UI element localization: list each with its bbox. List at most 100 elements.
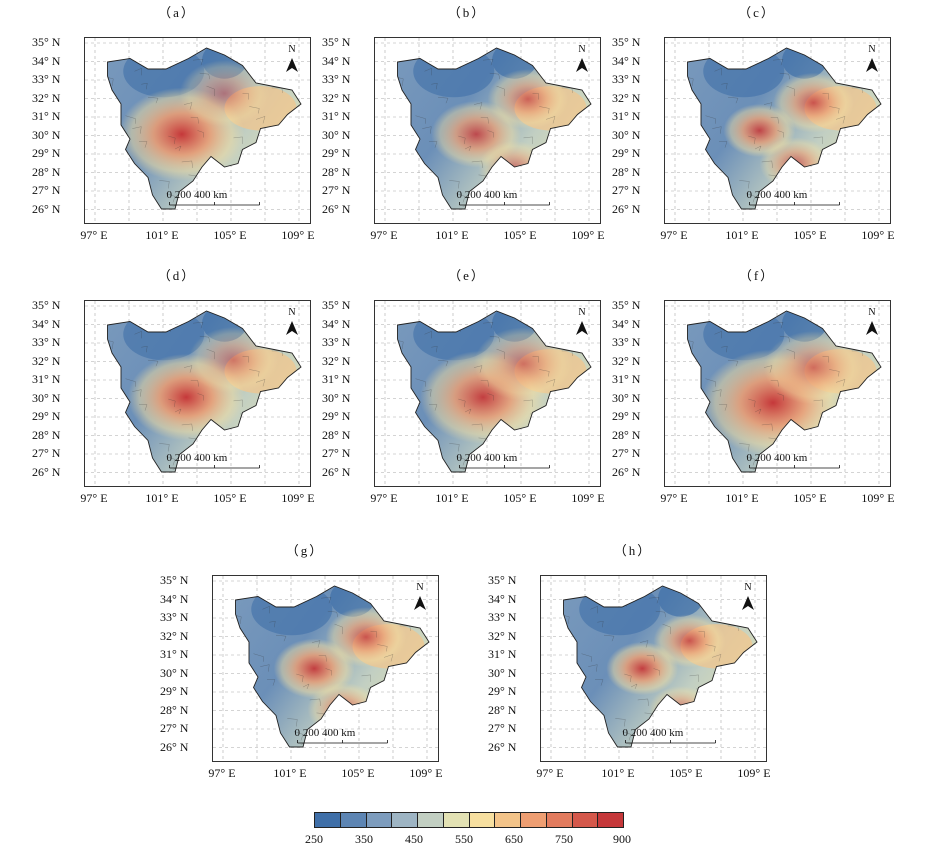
scale-bar-label: 0 200 400 km	[456, 189, 518, 201]
map-canvas	[85, 301, 310, 486]
latitude-label: 33° N	[322, 335, 351, 349]
scale-bar	[459, 465, 550, 469]
longitude-label: 101° E	[145, 491, 179, 505]
map-panel: （h） 35° N 34° N 33° N 32° N 31° N 30° N 29° N 28…	[488, 540, 778, 780]
map-canvas	[375, 38, 600, 223]
latitude-label: 27° N	[488, 721, 517, 735]
latitude-label: 34° N	[612, 316, 641, 331]
legend-swatch	[418, 813, 444, 827]
longitude-label: 109° E	[861, 491, 895, 505]
longitude-label: 109° E	[281, 491, 315, 505]
scale-bar-label: 0 200 400 km	[166, 452, 228, 464]
north-arrow-icon	[576, 58, 588, 72]
legend-tick-label: 750	[555, 832, 573, 846]
map-panel: （a） 35° N 34° N 33° N 32° N 31° N 30° N 29° N 28…	[32, 2, 322, 242]
north-arrow-icon	[866, 58, 878, 72]
scale-bar-label: 0 200 400 km	[456, 452, 518, 464]
latitude-label: 31° N	[322, 372, 351, 386]
longitude-label: 109° E	[571, 228, 605, 242]
panel-label: （f）	[738, 268, 776, 283]
legend-tick-label: 900	[613, 832, 631, 846]
panel-label: （c）	[738, 5, 776, 20]
latitude-label: 35° N	[322, 298, 351, 312]
north-arrow-icon	[742, 596, 754, 610]
province-outline	[107, 47, 302, 210]
map-frame: N 0 200 400 km	[84, 300, 311, 487]
longitude-label: 97° E	[370, 491, 398, 505]
latitude-label: 27° N	[322, 183, 351, 197]
latitude-label: 30° N	[612, 390, 641, 405]
scale-bar	[169, 465, 260, 469]
latitude-label: 32° N	[488, 628, 517, 643]
longitude-label: 101° E	[435, 491, 469, 505]
latitude-label: 32° N	[322, 353, 351, 368]
latitude-label: 30° N	[488, 665, 517, 680]
legend-tick-label: 650	[505, 832, 523, 846]
latitude-label: 30° N	[160, 665, 189, 680]
panel-label: （b）	[447, 5, 487, 20]
province-outline	[235, 585, 430, 748]
longitude-label: 101° E	[725, 228, 759, 242]
map-panel: （c） 35° N 34° N 33° N 32° N 31° N 30° N 29° N 28…	[612, 2, 902, 242]
latitude-label: 27° N	[322, 446, 351, 460]
province-outline	[687, 310, 882, 473]
map-frame: N 0 200 400 km	[212, 575, 439, 762]
scale-bar-label: 0 200 400 km	[622, 727, 684, 739]
map-canvas	[213, 576, 438, 761]
north-label: N	[744, 582, 752, 593]
longitude-label: 109° E	[281, 228, 315, 242]
panel-label: （e）	[448, 268, 486, 283]
panel-label: （d）	[157, 268, 197, 283]
north-arrow-icon	[414, 596, 426, 610]
latitude-label: 32° N	[322, 90, 351, 105]
longitude-label: 105° E	[213, 491, 247, 505]
legend-swatch	[366, 813, 393, 827]
latitude-label: 26° N	[32, 201, 61, 216]
north-label: N	[578, 307, 586, 318]
map-panel: （f） 35° N 34° N 33° N 32° N 31° N 30° N 29° N 28…	[612, 265, 902, 505]
latitude-label: 33° N	[160, 610, 189, 624]
longitude-label: 97° E	[370, 228, 398, 242]
latitude-label: 31° N	[612, 109, 641, 123]
longitude-label: 97° E	[208, 766, 236, 780]
longitude-label: 101° E	[145, 228, 179, 242]
latitude-label: 34° N	[612, 53, 641, 68]
panel-label: （h）	[613, 543, 653, 558]
latitude-label: 26° N	[488, 739, 517, 754]
north-label: N	[416, 582, 424, 593]
map-panel: （d） 35° N 34° N 33° N 32° N 31° N 30° N 29° N 28…	[32, 265, 322, 505]
latitude-label: 29° N	[322, 146, 351, 160]
latitude-label: 28° N	[322, 164, 351, 179]
longitude-label: 101° E	[435, 228, 469, 242]
latitude-label: 27° N	[160, 721, 189, 735]
latitude-label: 26° N	[160, 739, 189, 754]
latitude-label: 34° N	[32, 316, 61, 331]
latitude-label: 26° N	[32, 464, 61, 479]
latitude-label: 33° N	[612, 335, 641, 349]
latitude-label: 33° N	[322, 72, 351, 86]
north-label: N	[288, 44, 296, 55]
scale-bar	[625, 740, 716, 744]
latitude-label: 31° N	[612, 372, 641, 386]
longitude-label: 105° E	[213, 228, 247, 242]
longitude-label: 105° E	[669, 766, 703, 780]
longitude-label: 101° E	[273, 766, 307, 780]
latitude-label: 34° N	[322, 53, 351, 68]
north-label: N	[868, 307, 876, 318]
scale-bar	[297, 740, 388, 744]
latitude-label: 35° N	[32, 35, 61, 49]
legend-swatch	[315, 813, 341, 827]
longitude-label: 109° E	[737, 766, 771, 780]
latitude-label: 26° N	[322, 464, 351, 479]
longitude-label: 97° E	[660, 228, 688, 242]
north-label: N	[578, 44, 586, 55]
longitude-label: 105° E	[793, 491, 827, 505]
latitude-label: 29° N	[160, 684, 189, 698]
latitude-label: 29° N	[32, 409, 61, 423]
latitude-label: 34° N	[160, 591, 189, 606]
legend-swatch	[392, 813, 418, 827]
province-outline	[563, 585, 758, 748]
scale-bar-label: 0 200 400 km	[746, 452, 808, 464]
latitude-label: 31° N	[488, 647, 517, 661]
scale-bar-label: 0 200 400 km	[746, 189, 808, 201]
